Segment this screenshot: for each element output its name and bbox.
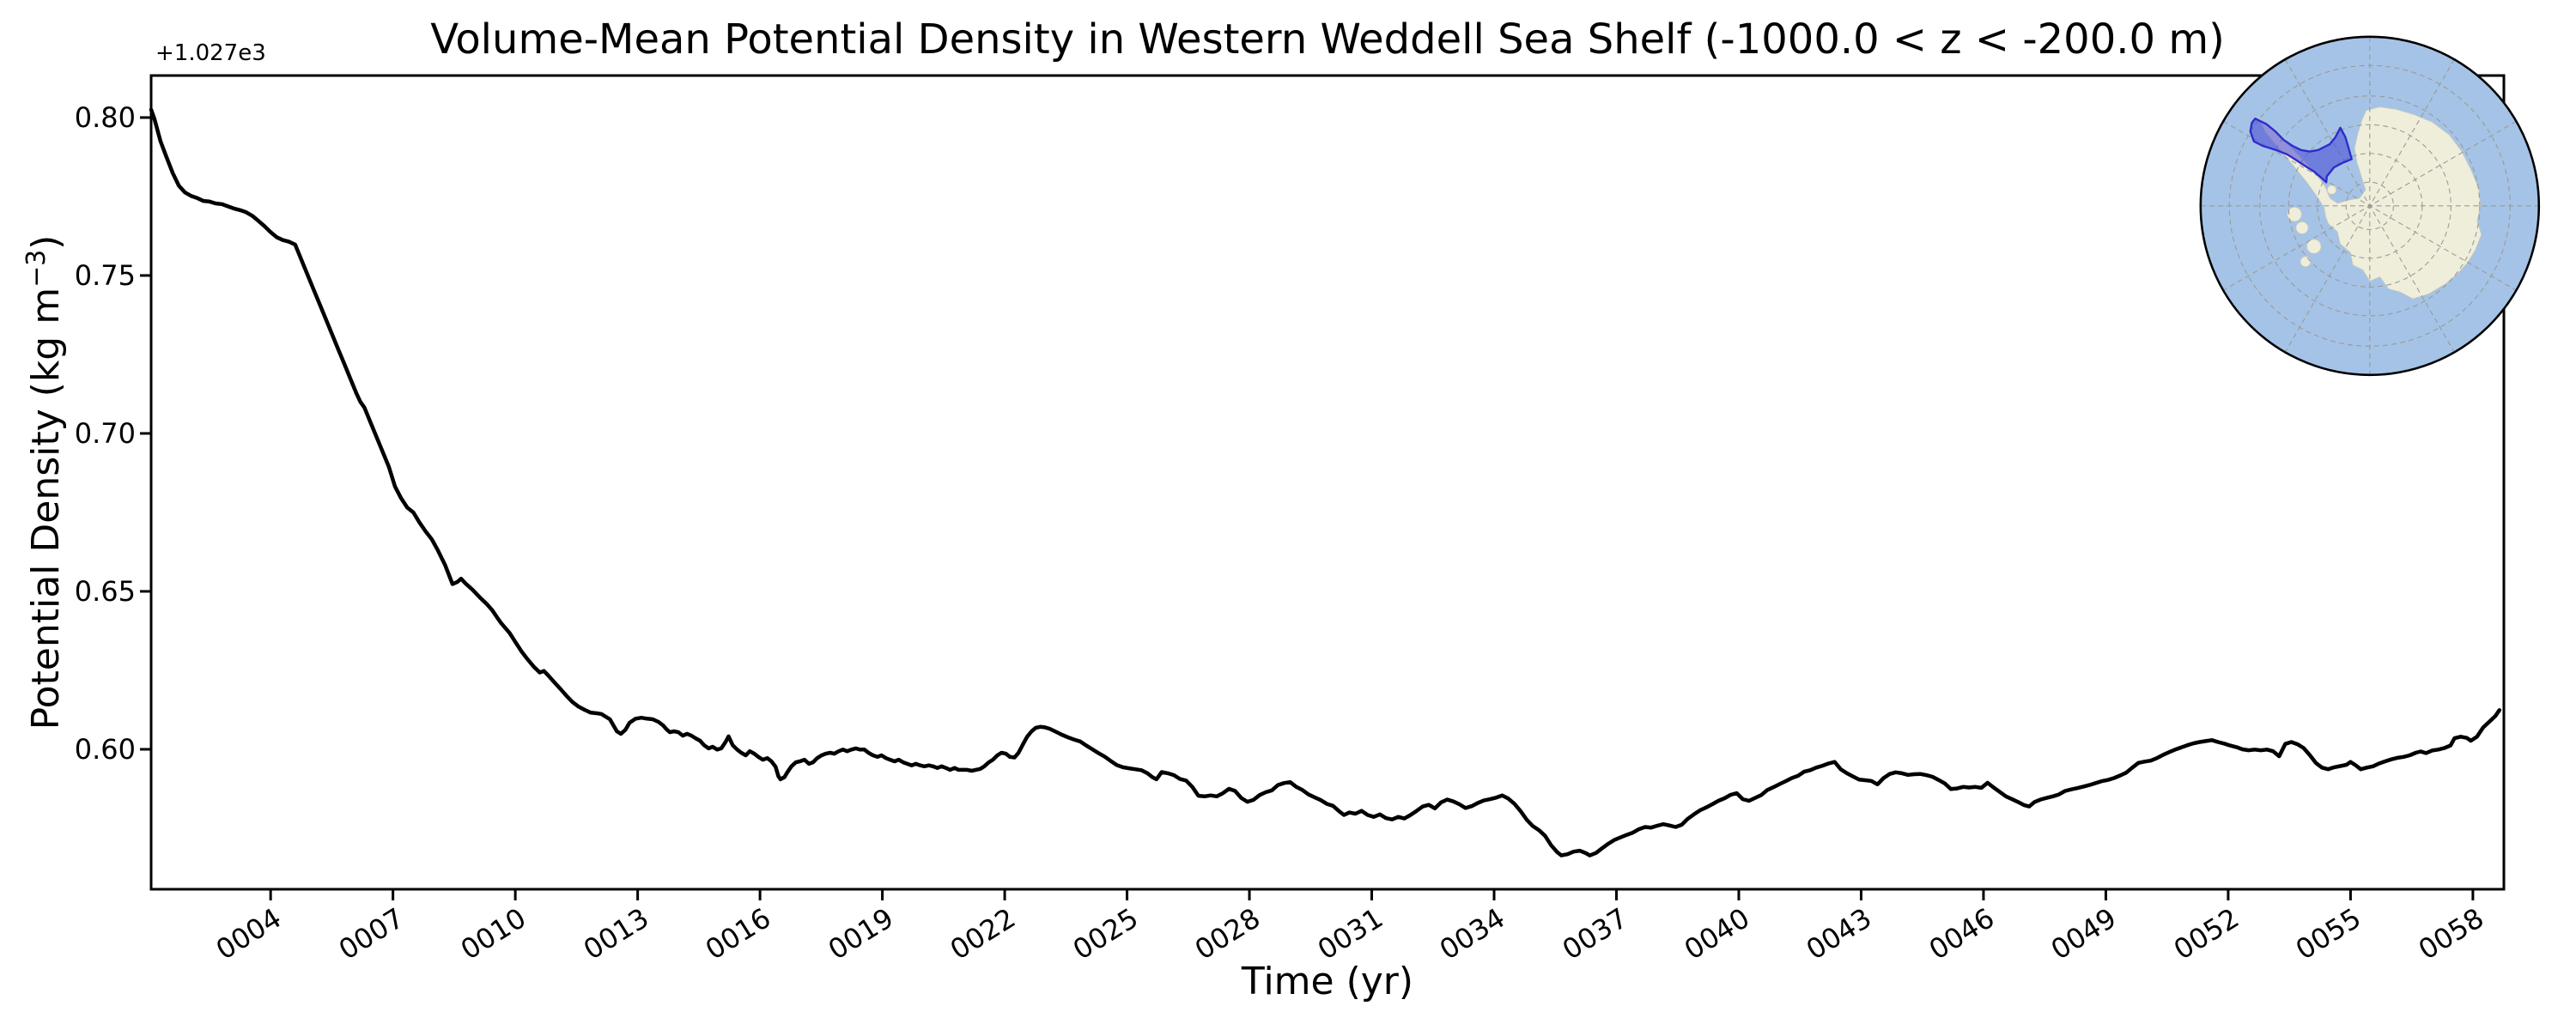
- map-island: [2300, 256, 2312, 268]
- y-axis-label-text: Potential Density (kg m: [23, 287, 68, 730]
- map-border: [2199, 35, 2541, 377]
- axes-frame: [149, 74, 2506, 891]
- y-tick-label: 0.70: [74, 416, 136, 450]
- map-region-western-weddell-sea-shelf: [2249, 118, 2354, 184]
- y-axis-label-close: ): [23, 234, 68, 250]
- map-antarctica-land: [2257, 106, 2482, 300]
- map-island: [2287, 207, 2302, 222]
- y-tick-label: 0.80: [74, 100, 136, 134]
- map-island: [2326, 185, 2337, 195]
- antarctica-inset-map: [2199, 35, 2541, 377]
- map-graticule: [2200, 36, 2539, 375]
- x-axis-label: Time (yr): [1241, 960, 1414, 1003]
- y-tick-label: 0.60: [74, 732, 136, 766]
- y-tick-label: 0.75: [74, 258, 136, 292]
- axes-spines: [149, 74, 2506, 891]
- plot-title: Volume-Mean Potential Density in Western…: [430, 15, 2225, 64]
- axis-ticks: [140, 116, 2475, 900]
- map-island: [2295, 221, 2309, 235]
- y-axis-offset-text: +1.027e3: [155, 40, 266, 66]
- map-island: [2306, 239, 2322, 254]
- data-line: [149, 107, 2502, 857]
- y-tick-label: 0.65: [74, 574, 136, 608]
- y-axis-label: Potential Density (kg m−3): [21, 235, 68, 730]
